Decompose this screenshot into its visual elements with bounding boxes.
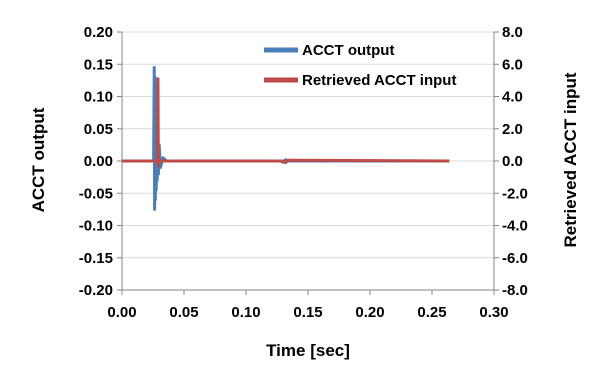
y-left-tick-label: -0.05 (79, 185, 113, 202)
y-right-tick-label: 6.0 (502, 56, 523, 73)
x-tick-label: 0.20 (355, 304, 384, 321)
y-right-tick-label: -4.0 (502, 218, 528, 235)
x-axis-title: Time [sec] (266, 341, 350, 360)
legend: ACCT output Retrieved ACCT input (264, 42, 456, 89)
y-left-tick-label: 0.10 (84, 89, 113, 106)
x-tick-label: 0.15 (293, 304, 322, 321)
tick-labels: 0.20 0.15 0.10 0.05 0.00 -0.05 -0.10 -0.15 -0.20… (79, 24, 528, 321)
x-tick-label: 0.30 (479, 304, 508, 321)
legend-label-retrieved-input: Retrieved ACCT input (302, 72, 456, 89)
y-left-tick-label: 0.05 (84, 121, 113, 138)
y-left-tick-label: 0.20 (84, 24, 113, 41)
y-right-tick-label: 8.0 (502, 24, 523, 41)
y-left-tick-label: -0.10 (79, 218, 113, 235)
y-right-tick-label: -8.0 (502, 282, 528, 299)
x-tick-label: 0.00 (107, 304, 136, 321)
x-tick-label: 0.10 (231, 304, 260, 321)
x-tick-label: 0.05 (169, 304, 198, 321)
y-right-axis-title: Retrieved ACCT input (561, 72, 580, 247)
y-left-tick-label: -0.15 (79, 250, 113, 267)
x-tick-label: 0.25 (417, 304, 446, 321)
y-left-tick-label: 0.00 (84, 153, 113, 170)
series-group (122, 65, 450, 211)
y-right-tick-label: -2.0 (502, 185, 528, 202)
legend-label-acct-output: ACCT output (302, 42, 394, 59)
series-line-retrieved-acct-input (122, 77, 450, 168)
y-right-tick-label: 4.0 (502, 89, 523, 106)
y-right-tick-label: 2.0 (502, 121, 523, 138)
y-right-tick-label: -6.0 (502, 250, 528, 267)
y-left-tick-label: -0.20 (79, 282, 113, 299)
y-left-axis-title: ACCT output (29, 107, 48, 212)
y-right-tick-label: 0.0 (502, 153, 523, 170)
y-left-tick-label: 0.15 (84, 56, 113, 73)
